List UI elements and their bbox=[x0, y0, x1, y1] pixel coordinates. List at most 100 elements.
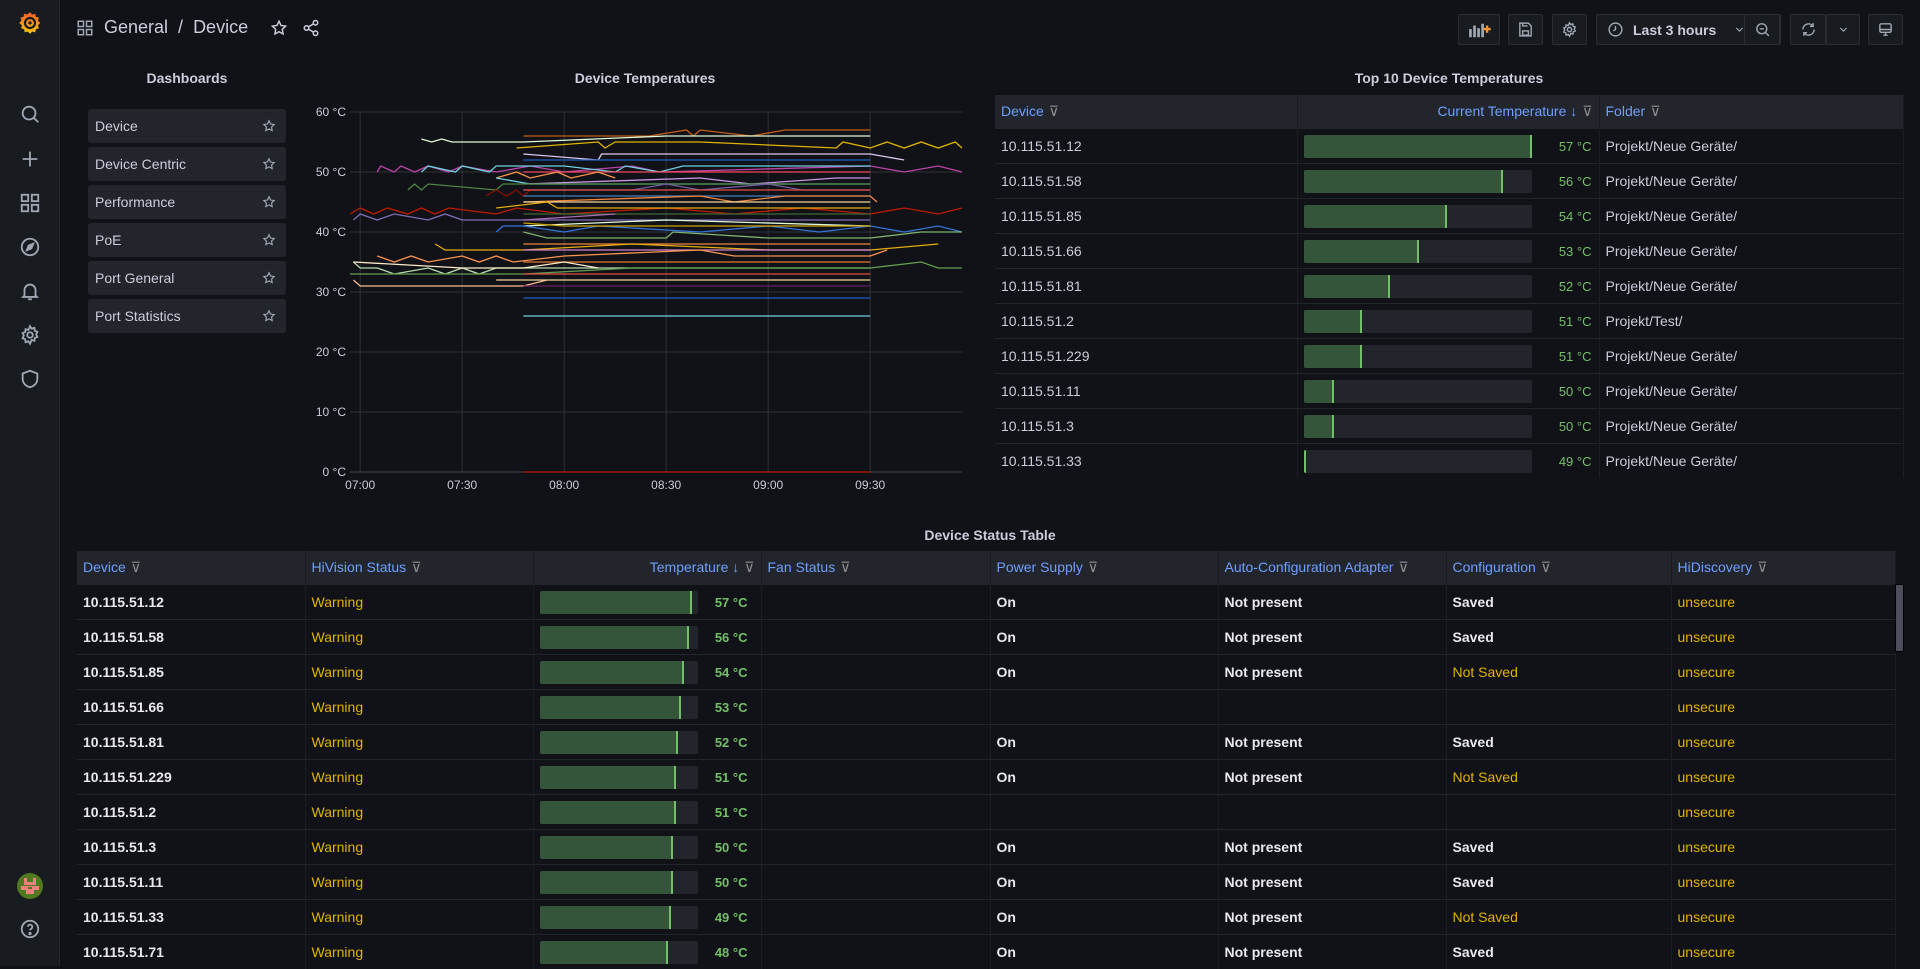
col-configuration[interactable]: Configuration ⊽ bbox=[1446, 551, 1671, 585]
col-current-temperature[interactable]: Current Temperature ↓⊽ bbox=[1297, 95, 1599, 129]
fan-status-cell bbox=[761, 585, 990, 620]
temperature-bar bbox=[540, 801, 698, 824]
temperature-cell: 57 °C bbox=[1297, 129, 1599, 164]
temperature-bar bbox=[1304, 450, 1532, 473]
zoom-out-button[interactable] bbox=[1744, 14, 1780, 45]
temperature-cell: 49 °C bbox=[1297, 444, 1599, 479]
temperature-bar bbox=[1304, 415, 1532, 438]
series-line-22 bbox=[523, 214, 615, 220]
series-line-30 bbox=[377, 250, 887, 262]
temperature-bar bbox=[540, 836, 698, 859]
configuration-cell bbox=[1446, 795, 1671, 830]
filter-icon[interactable]: ⊽ bbox=[1650, 103, 1660, 120]
refresh-button[interactable] bbox=[1790, 14, 1826, 45]
x-tick-label: 08:30 bbox=[651, 478, 681, 492]
series-line-24 bbox=[496, 226, 962, 232]
table-scrollbar[interactable] bbox=[1895, 584, 1904, 652]
folder-cell: Projekt/Neue Geräte/ bbox=[1599, 409, 1903, 444]
temperature-bar-fill bbox=[1304, 170, 1504, 193]
temperature-value: 50 °C bbox=[1532, 384, 1592, 399]
refresh-interval-dropdown[interactable] bbox=[1826, 14, 1860, 45]
filter-icon[interactable]: ⊽ bbox=[131, 559, 141, 576]
filter-icon[interactable]: ⊽ bbox=[1757, 559, 1767, 576]
temperature-bar bbox=[540, 906, 698, 929]
filter-icon[interactable]: ⊽ bbox=[1049, 103, 1059, 120]
temperature-bar-fill bbox=[540, 836, 674, 859]
hivision-status-cell: Warning bbox=[305, 900, 533, 935]
col-power-supply[interactable]: Power Supply⊽ bbox=[990, 551, 1218, 585]
dashboard-settings-button[interactable] bbox=[1552, 14, 1587, 45]
temperature-bar-fill bbox=[1304, 275, 1391, 298]
filter-icon[interactable]: ⊽ bbox=[1398, 559, 1408, 576]
col-device[interactable]: Device⊽ bbox=[77, 551, 305, 585]
hivision-status-cell: Warning bbox=[305, 725, 533, 760]
col-hivision-status[interactable]: HiVision Status⊽ bbox=[305, 551, 533, 585]
temperature-bar-fill bbox=[540, 626, 690, 649]
filter-icon[interactable]: ⊽ bbox=[1582, 103, 1592, 120]
folder-cell: Projekt/Neue Geräte/ bbox=[1599, 129, 1903, 164]
series-line-16 bbox=[523, 196, 877, 202]
filter-icon[interactable]: ⊽ bbox=[744, 559, 754, 576]
avatar[interactable] bbox=[17, 873, 43, 899]
temperature-bar-fill bbox=[1304, 345, 1363, 368]
col-auto-configuration-adapter[interactable]: Auto-Configuration Adapter⊽ bbox=[1218, 551, 1446, 585]
configuration-cell: Not Saved bbox=[1446, 655, 1671, 690]
save-icon bbox=[1517, 21, 1534, 38]
fan-status-cell bbox=[761, 900, 990, 935]
temperature-bar-fill bbox=[1304, 310, 1363, 333]
filter-icon[interactable]: ⊽ bbox=[1541, 559, 1551, 576]
fan-status-cell bbox=[761, 725, 990, 760]
col-label: Configuration bbox=[1453, 559, 1536, 575]
series-line-37 bbox=[353, 280, 547, 286]
top10-title: Top 10 Device Temperatures bbox=[995, 70, 1903, 86]
power-supply-cell: On bbox=[990, 655, 1218, 690]
temperature-cell: 54 °C bbox=[1297, 199, 1599, 234]
col-temperature[interactable]: Temperature ↓⊽ bbox=[533, 551, 761, 585]
col-folder[interactable]: Folder⊽ bbox=[1599, 95, 1903, 129]
col-hidiscovery[interactable]: HiDiscovery⊽ bbox=[1671, 551, 1895, 585]
temperature-bar bbox=[1304, 135, 1532, 158]
temperature-bar bbox=[1304, 345, 1532, 368]
aca-cell: Not present bbox=[1218, 620, 1446, 655]
device-cell: 10.115.51.3 bbox=[995, 409, 1297, 444]
col-device[interactable]: Device⊽ bbox=[995, 95, 1297, 129]
add-panel-icon bbox=[1467, 21, 1491, 39]
sort-desc-icon: ↓ bbox=[1570, 103, 1577, 119]
temperature-value: 51 °C bbox=[1532, 314, 1592, 329]
temperature-value: 57 °C bbox=[698, 595, 748, 610]
temperature-bar-fill bbox=[540, 766, 676, 789]
chevron-down-icon bbox=[1837, 23, 1850, 36]
aca-cell: Not present bbox=[1218, 830, 1446, 865]
save-dashboard-button[interactable] bbox=[1508, 14, 1543, 45]
filter-icon[interactable]: ⊽ bbox=[840, 559, 850, 576]
add-panel-button[interactable] bbox=[1458, 14, 1500, 45]
folder-cell: Projekt/Neue Geräte/ bbox=[1599, 199, 1903, 234]
hivision-status-cell: Warning bbox=[305, 585, 533, 620]
series-line-19 bbox=[496, 202, 870, 208]
filter-icon[interactable]: ⊽ bbox=[1088, 559, 1098, 576]
x-tick-label: 07:30 bbox=[447, 478, 477, 492]
temperature-bar-fill bbox=[540, 941, 668, 964]
hidiscovery-cell: unsecure bbox=[1671, 655, 1895, 690]
folder-cell: Projekt/Neue Geräte/ bbox=[1599, 339, 1903, 374]
col-fan-status[interactable]: Fan Status⊽ bbox=[761, 551, 990, 585]
hivision-status-cell: Warning bbox=[305, 620, 533, 655]
configuration-cell: Saved bbox=[1446, 830, 1671, 865]
help-icon[interactable] bbox=[17, 916, 43, 942]
temperature-value: 51 °C bbox=[1532, 349, 1592, 364]
temperature-value: 56 °C bbox=[1532, 174, 1592, 189]
hidiscovery-cell: unsecure bbox=[1671, 830, 1895, 865]
configuration-cell: Saved bbox=[1446, 935, 1671, 969]
temperature-value: 52 °C bbox=[1532, 279, 1592, 294]
aca-cell: Not present bbox=[1218, 900, 1446, 935]
configuration-cell: Saved bbox=[1446, 620, 1671, 655]
temperature-value: 49 °C bbox=[1532, 454, 1592, 469]
configuration-cell: Saved bbox=[1446, 865, 1671, 900]
filter-icon[interactable]: ⊽ bbox=[411, 559, 421, 576]
tv-mode-button[interactable] bbox=[1868, 14, 1903, 45]
device-cell: 10.115.51.229 bbox=[77, 760, 305, 795]
